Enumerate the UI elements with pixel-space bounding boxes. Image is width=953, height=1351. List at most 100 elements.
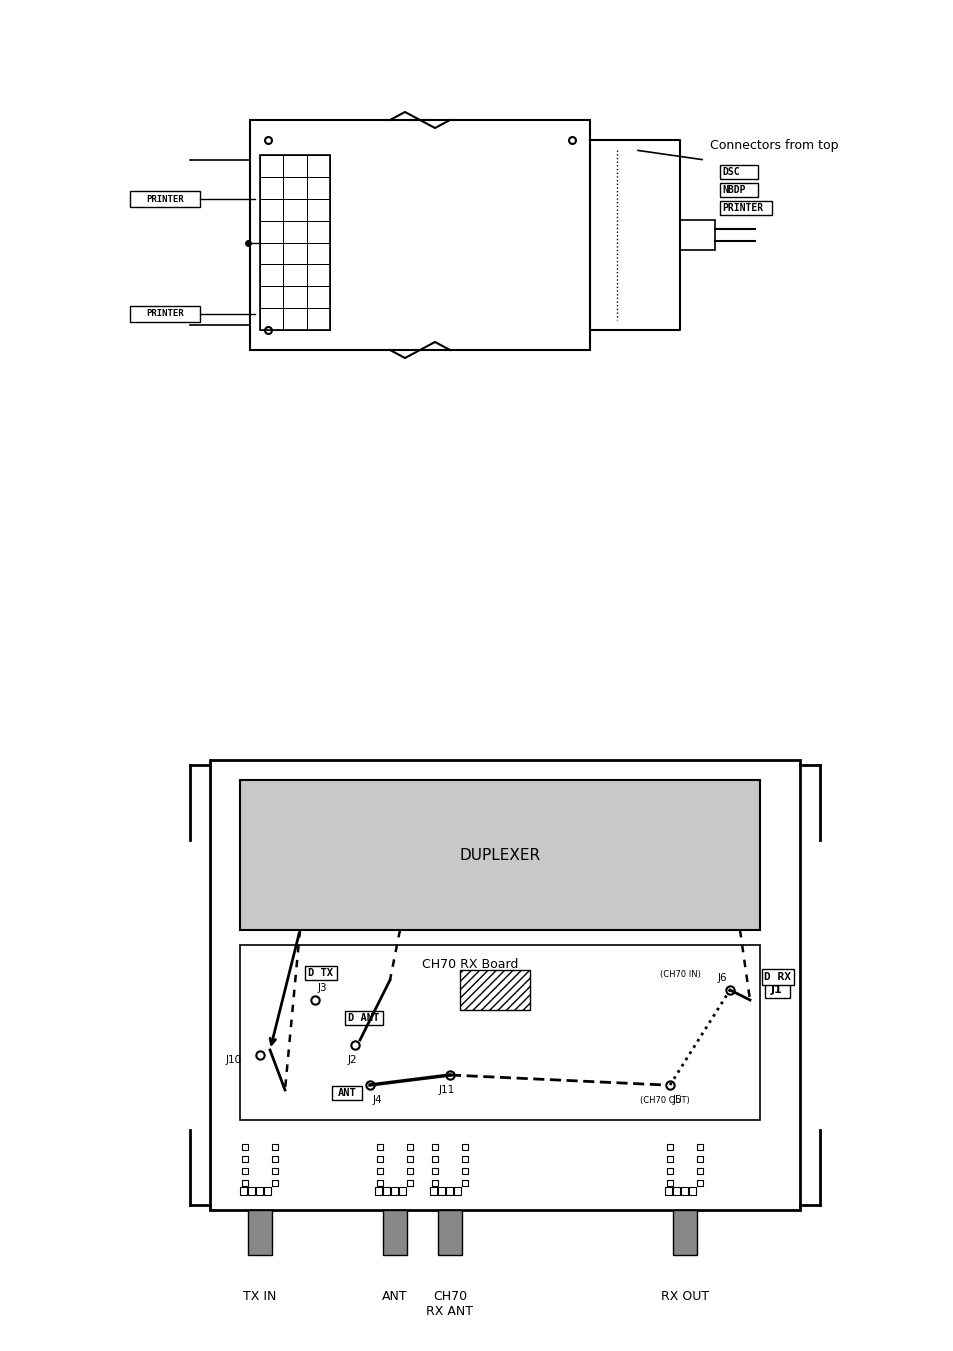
Bar <box>240 1188 247 1196</box>
Bar <box>210 761 800 1210</box>
Bar <box>376 1169 382 1174</box>
Bar <box>720 165 758 178</box>
Bar <box>248 1210 272 1255</box>
Bar <box>260 220 283 242</box>
Bar <box>432 1156 437 1162</box>
Bar <box>283 308 306 330</box>
Text: PRINTER: PRINTER <box>146 195 184 204</box>
Bar <box>697 1169 702 1174</box>
Bar <box>306 242 330 265</box>
Bar <box>283 242 306 265</box>
Bar <box>688 1188 696 1196</box>
Bar <box>697 1144 702 1150</box>
Bar <box>376 1179 382 1186</box>
Bar <box>432 1179 437 1186</box>
Bar <box>306 286 330 308</box>
Text: J5: J5 <box>672 1096 682 1105</box>
Bar <box>407 1169 413 1174</box>
Bar <box>761 969 793 985</box>
Bar <box>697 1179 702 1186</box>
Bar <box>680 1188 687 1196</box>
Text: J6: J6 <box>717 973 726 984</box>
Bar <box>272 1179 277 1186</box>
Text: DSC: DSC <box>721 168 739 177</box>
Bar <box>264 1188 271 1196</box>
Bar <box>240 780 760 929</box>
Bar <box>260 155 330 330</box>
Bar <box>461 1156 468 1162</box>
Bar <box>461 1179 468 1186</box>
Bar <box>306 220 330 242</box>
Bar <box>260 265 283 286</box>
Bar <box>260 199 283 220</box>
Bar <box>272 1156 277 1162</box>
Bar <box>437 1210 461 1255</box>
Bar <box>375 1188 381 1196</box>
Bar <box>459 970 530 1011</box>
Text: CH70 RX Board: CH70 RX Board <box>421 958 517 971</box>
Bar <box>260 242 283 265</box>
Bar <box>306 177 330 199</box>
Bar <box>382 1188 390 1196</box>
Bar <box>260 155 283 177</box>
Bar <box>260 308 283 330</box>
Text: PRINTER: PRINTER <box>721 203 762 213</box>
Bar <box>679 220 714 250</box>
Bar <box>432 1144 437 1150</box>
Bar <box>376 1144 382 1150</box>
Bar <box>430 1188 436 1196</box>
Bar <box>306 155 330 177</box>
Bar <box>130 190 200 207</box>
Bar <box>437 1188 444 1196</box>
Bar <box>248 1188 254 1196</box>
Bar <box>242 1179 248 1186</box>
Text: D RX: D RX <box>763 971 791 982</box>
Bar <box>242 1156 248 1162</box>
Text: D ANT: D ANT <box>348 1013 379 1023</box>
Bar <box>242 1169 248 1174</box>
Bar <box>260 286 283 308</box>
Text: PRINTER: PRINTER <box>146 309 184 319</box>
Bar <box>382 1210 407 1255</box>
Bar <box>672 1210 697 1255</box>
Bar <box>306 265 330 286</box>
Bar <box>283 177 306 199</box>
Bar <box>432 1169 437 1174</box>
Bar <box>255 1188 263 1196</box>
Bar <box>697 1156 702 1162</box>
Text: J1: J1 <box>770 985 782 994</box>
Bar <box>306 308 330 330</box>
Bar <box>666 1169 672 1174</box>
Text: DUPLEXER: DUPLEXER <box>459 847 540 862</box>
Bar <box>391 1188 397 1196</box>
Bar <box>240 944 760 1120</box>
Text: (CH70 IN): (CH70 IN) <box>659 970 700 979</box>
Bar <box>242 1144 248 1150</box>
Bar <box>398 1188 406 1196</box>
Bar <box>764 982 789 998</box>
Text: J3: J3 <box>317 984 327 993</box>
Text: CH70
RX ANT: CH70 RX ANT <box>426 1290 473 1319</box>
Bar <box>461 1144 468 1150</box>
Bar <box>407 1179 413 1186</box>
Bar <box>272 1144 277 1150</box>
Bar <box>283 155 306 177</box>
Bar <box>446 1188 453 1196</box>
Text: J2: J2 <box>347 1055 356 1065</box>
Text: J10: J10 <box>226 1055 242 1065</box>
Bar <box>720 201 771 215</box>
Bar <box>664 1188 671 1196</box>
Bar <box>720 182 758 197</box>
Bar <box>454 1188 460 1196</box>
Bar <box>666 1156 672 1162</box>
Bar <box>283 199 306 220</box>
Bar <box>260 177 283 199</box>
Text: ANT: ANT <box>337 1088 356 1098</box>
Text: (CH70 OUT): (CH70 OUT) <box>639 1096 689 1105</box>
Bar <box>666 1144 672 1150</box>
Bar <box>272 1169 277 1174</box>
Text: RX OUT: RX OUT <box>660 1290 708 1302</box>
Text: ANT: ANT <box>382 1290 407 1302</box>
Text: J11: J11 <box>438 1085 455 1096</box>
Text: Connectors from top: Connectors from top <box>709 139 838 151</box>
